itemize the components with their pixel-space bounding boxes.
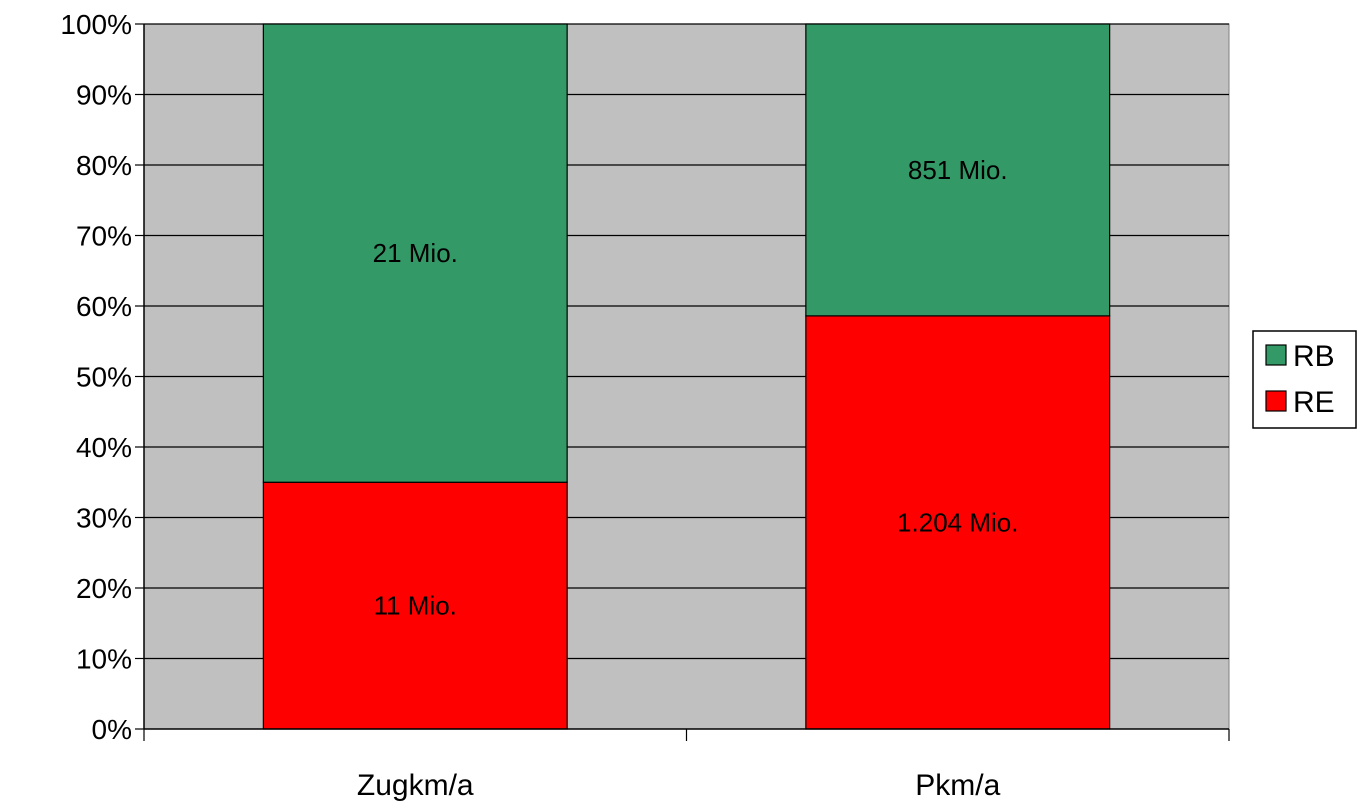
bar-segment-rb — [262, 23, 568, 483]
legend-swatch-re — [1265, 390, 1287, 412]
y-tick-label: 60% — [76, 291, 132, 322]
y-tick-label: 10% — [76, 644, 132, 675]
legend-swatch-rb — [1265, 344, 1287, 366]
data-label: 1.204 Mio. — [897, 507, 1018, 537]
y-tick-label: 0% — [92, 714, 132, 745]
bar-segment-rb — [805, 23, 1111, 317]
x-category-label: Zugkm/a — [357, 769, 474, 802]
y-tick-label: 40% — [76, 432, 132, 463]
y-tick-label: 20% — [76, 573, 132, 604]
y-tick-label: 80% — [76, 150, 132, 181]
data-label: 21 Mio. — [373, 238, 458, 268]
x-category-label: Pkm/a — [915, 769, 1000, 802]
legend-label-rb: RB — [1293, 340, 1335, 373]
y-tick-label: 70% — [76, 221, 132, 252]
data-label: 851 Mio. — [908, 155, 1008, 185]
bars: 11 Mio. 21 Mio. 1.204 Mio. 851 Mio. — [262, 23, 1111, 730]
y-tick-label: 50% — [76, 362, 132, 393]
data-label: 11 Mio. — [374, 591, 457, 621]
y-tick-label: 90% — [76, 80, 132, 111]
axes: 0% 10% 20% 30% 40% 50% 60% 70% 80% 90% 100% Zugkm/a… — [60, 9, 1230, 802]
y-tick-label: 30% — [76, 503, 132, 534]
legend: RB RE — [1252, 330, 1357, 429]
y-tick-label: 100% — [60, 9, 132, 40]
bar-segment-re — [805, 315, 1111, 730]
bar-segment-re — [262, 481, 568, 730]
legend-label-re: RE — [1293, 386, 1335, 419]
